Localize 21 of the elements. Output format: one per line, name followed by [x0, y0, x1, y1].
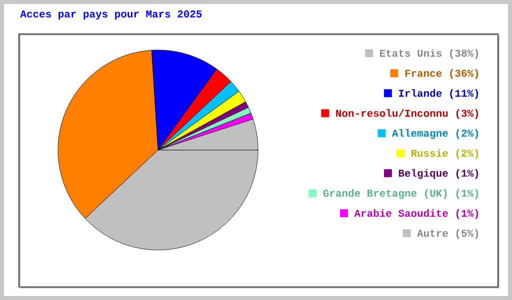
- data-label: (1%): [456, 189, 478, 199]
- data-label: (3%): [456, 109, 478, 119]
- legend-label: Belgique: [398, 169, 448, 179]
- data-label: (1%): [456, 209, 478, 219]
- legend-label: Irlande: [399, 89, 442, 97]
- legend-label: Etats Unis: [380, 49, 442, 57]
- legend-label: Grande Bretagne (UK): [323, 189, 447, 199]
- legend-label: Autre: [417, 230, 448, 237]
- data-label: (5%): [456, 229, 478, 239]
- data-label: (36%): [450, 69, 478, 79]
- chart-title: Acces par pays pour Mars 2025: [20, 10, 202, 20]
- legend-label: Russie: [411, 149, 448, 157]
- data-label: (2%): [456, 149, 478, 159]
- data-label: (1%): [456, 169, 478, 179]
- legend-label: Non-resolu/Inconnu: [336, 109, 448, 117]
- data-label: (2%): [456, 129, 478, 139]
- legend-label: Allemagne: [392, 129, 448, 139]
- data-label: (11%): [450, 89, 478, 99]
- legend-label: Arabie Saoudite: [354, 209, 448, 217]
- legend-label: France: [405, 70, 442, 77]
- data-label: (38%): [450, 49, 478, 59]
